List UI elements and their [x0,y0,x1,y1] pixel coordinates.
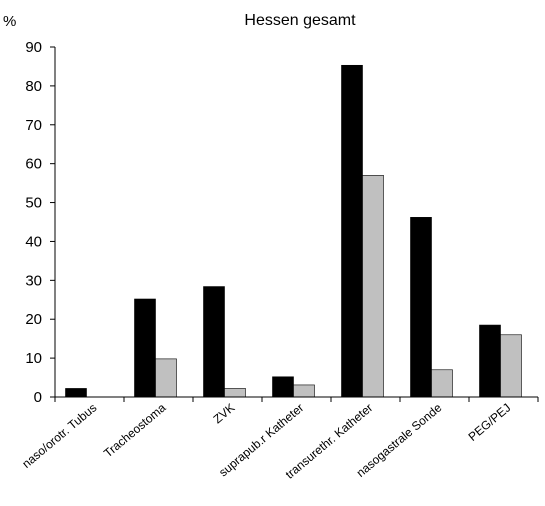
bar-series-2-2 [224,388,246,398]
x-tick-label: naso/orotr. Tubus [19,401,99,471]
bar-series-1-1 [134,298,156,398]
y-tick-label: 60 [25,156,42,173]
y-tick-label: 10 [25,350,42,367]
y-tick-label: 0 [34,389,42,406]
y-tick-label: 80 [25,78,42,95]
bar-series-2-1 [155,358,177,398]
bar-series-1-2 [203,286,225,398]
bar-series-1-3 [272,376,294,398]
bar-series-1-6 [479,324,501,398]
x-tick-label: Tracheostoma [101,400,169,460]
x-axis-ticks [54,397,539,402]
x-tick-label: PEG/PEJ [466,401,514,444]
bar-series-2-6 [500,334,522,398]
bar-series-2-4 [362,175,384,398]
bars [65,64,522,398]
y-tick-label: 40 [25,233,42,250]
y-tick-label: 50 [25,195,42,212]
y-axis-ticks: 0 10 20 30 40 50 60 70 80 90 [25,39,55,406]
y-tick-label: 30 [25,272,42,289]
y-tick-label: 70 [25,117,42,134]
x-tick-label: ZVK [211,401,238,427]
bar-series-2-5 [431,369,453,398]
y-tick-label: 20 [25,311,42,328]
bar-series-1-5 [410,217,432,398]
chart-title: Hessen gesamt [244,12,356,29]
bar-series-2-3 [293,384,315,398]
y-axis-unit: % [3,13,16,30]
y-tick-label: 90 [25,39,42,56]
bar-series-1-0 [65,388,87,398]
bar-series-1-4 [341,64,363,398]
x-axis-labels: naso/orotr. Tubus Tracheostoma ZVKsuprapub… [19,400,513,481]
